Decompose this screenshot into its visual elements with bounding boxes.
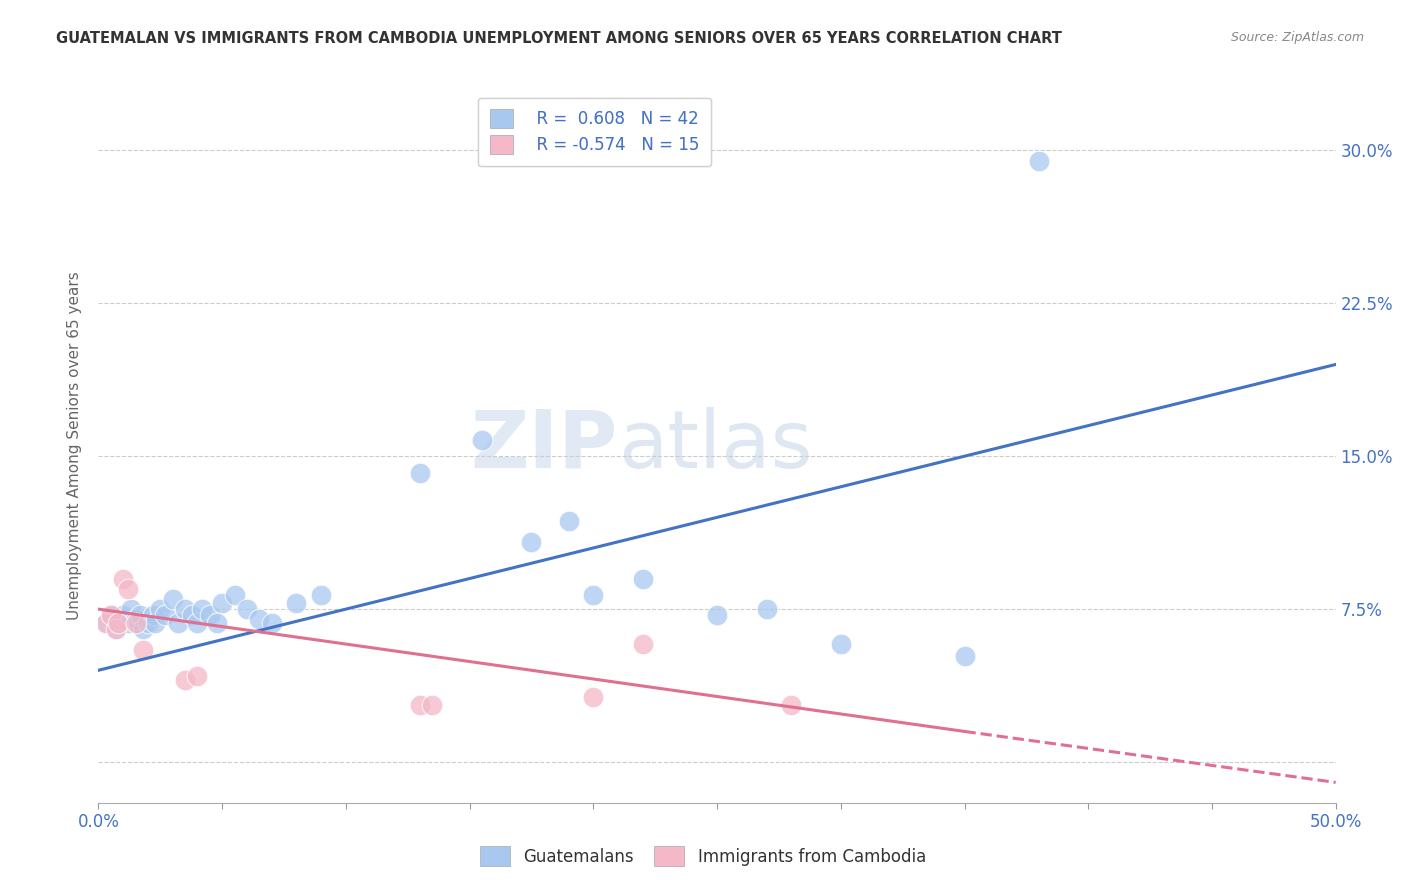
Point <box>174 673 197 688</box>
Point <box>198 608 221 623</box>
Point <box>409 698 432 712</box>
Point <box>186 669 208 683</box>
Point <box>112 608 135 623</box>
Point <box>953 648 976 663</box>
Point <box>205 616 228 631</box>
Point <box>409 466 432 480</box>
Point <box>132 623 155 637</box>
Point <box>166 616 188 631</box>
Point <box>191 602 214 616</box>
Point <box>557 515 579 529</box>
Point <box>124 612 146 626</box>
Point <box>94 616 117 631</box>
Point <box>136 616 159 631</box>
Point <box>107 616 129 631</box>
Point <box>120 602 142 616</box>
Point <box>520 534 543 549</box>
Point <box>124 616 146 631</box>
Point <box>117 616 139 631</box>
Point <box>104 623 127 637</box>
Text: ZIP: ZIP <box>471 407 619 485</box>
Point <box>755 602 778 616</box>
Point <box>149 602 172 616</box>
Text: atlas: atlas <box>619 407 813 485</box>
Point <box>211 596 233 610</box>
Text: GUATEMALAN VS IMMIGRANTS FROM CAMBODIA UNEMPLOYMENT AMONG SENIORS OVER 65 YEARS : GUATEMALAN VS IMMIGRANTS FROM CAMBODIA U… <box>56 31 1062 46</box>
Point <box>127 616 149 631</box>
Point <box>174 602 197 616</box>
Point <box>471 433 494 447</box>
Point <box>142 608 165 623</box>
Point <box>117 582 139 596</box>
Text: Source: ZipAtlas.com: Source: ZipAtlas.com <box>1230 31 1364 45</box>
Point <box>129 608 152 623</box>
Point <box>309 588 332 602</box>
Point <box>162 591 184 606</box>
Point <box>706 608 728 623</box>
Point <box>830 637 852 651</box>
Point <box>112 572 135 586</box>
Point <box>236 602 259 616</box>
Point <box>285 596 308 610</box>
Point <box>422 698 444 712</box>
Point <box>143 616 166 631</box>
Point <box>100 608 122 623</box>
Point <box>181 608 204 623</box>
Legend: Guatemalans, Immigrants from Cambodia: Guatemalans, Immigrants from Cambodia <box>472 838 934 875</box>
Point <box>224 588 246 602</box>
Point <box>107 612 129 626</box>
Point <box>582 690 605 704</box>
Point <box>247 612 270 626</box>
Point <box>104 623 127 637</box>
Point <box>631 637 654 651</box>
Point <box>260 616 283 631</box>
Point <box>186 616 208 631</box>
Point <box>155 608 177 623</box>
Legend:   R =  0.608   N = 42,   R = -0.574   N = 15: R = 0.608 N = 42, R = -0.574 N = 15 <box>478 97 711 166</box>
Point <box>1028 153 1050 168</box>
Point <box>100 608 122 623</box>
Point <box>631 572 654 586</box>
Point <box>780 698 803 712</box>
Point <box>582 588 605 602</box>
Point <box>94 616 117 631</box>
Point <box>132 643 155 657</box>
Y-axis label: Unemployment Among Seniors over 65 years: Unemployment Among Seniors over 65 years <box>67 272 83 620</box>
